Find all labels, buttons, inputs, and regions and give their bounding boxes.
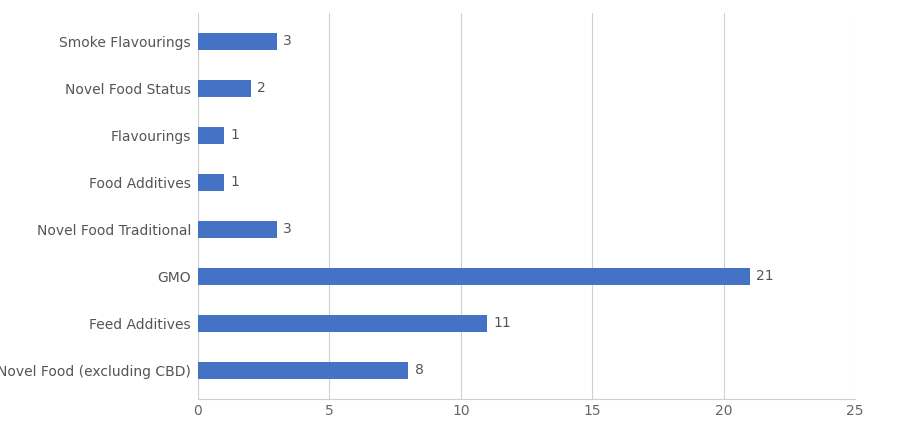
Text: 2: 2	[257, 82, 266, 96]
Bar	[198, 361, 409, 379]
Text: 21: 21	[756, 269, 774, 284]
Bar	[198, 221, 277, 238]
Text: 3: 3	[284, 222, 292, 237]
Bar	[198, 80, 250, 97]
Bar	[198, 268, 750, 285]
Bar	[198, 127, 224, 144]
Text: 11: 11	[493, 316, 511, 330]
Bar	[198, 33, 277, 51]
Bar	[198, 315, 487, 332]
Text: 1: 1	[230, 175, 239, 190]
Text: 8: 8	[415, 364, 424, 377]
Text: 3: 3	[284, 35, 292, 48]
Bar	[198, 174, 224, 191]
Text: 1: 1	[230, 128, 239, 143]
